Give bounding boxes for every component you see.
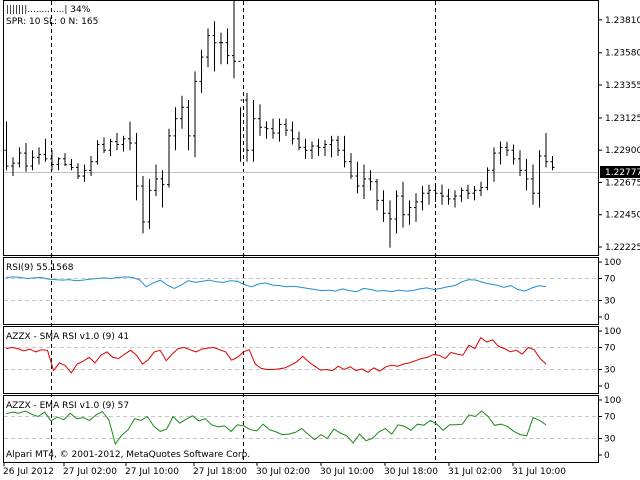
indicator-levels: [4, 278, 598, 439]
indicator-tick-label: 0: [604, 313, 610, 323]
price-tick-label: 1.22900: [605, 146, 640, 156]
sma-rsi-line: [5, 336, 547, 374]
time-tick-label: 31 Jul 02:00: [448, 467, 502, 477]
copyright-text: Alpari MT4, © 2001-2012, MetaQuotes Soft…: [6, 450, 250, 460]
price-bars: [4, 0, 555, 248]
indicator-tick-label: 70: [604, 413, 616, 423]
current-price-marker: [600, 166, 640, 178]
time-tick-label: 30 Jul 02:00: [256, 467, 310, 477]
indicator-tick-label: 100: [604, 258, 621, 268]
indicator-tick-label: 30: [604, 297, 616, 307]
indicator-tick-label: 100: [604, 327, 621, 337]
time-tick-label: 26 Jul 2012: [3, 467, 54, 477]
indicator-tick-label: 0: [604, 451, 610, 461]
time-tick-label: 27 Jul 02:00: [63, 467, 117, 477]
price-tick-label: 1.23580: [605, 49, 640, 59]
current-price-label: 1.22777: [605, 168, 640, 178]
time-tick-label: 27 Jul 10:00: [125, 467, 179, 477]
sma-rsi-panel[interactable]: [3, 326, 599, 394]
time-tick-label: 31 Jul 10:00: [512, 467, 566, 477]
price-tick-label: 1.22675: [605, 178, 640, 188]
ema-rsi-line: [5, 410, 547, 446]
indicator-tick-label: 70: [604, 275, 616, 285]
indicator-tick-label: 100: [604, 396, 621, 406]
indicator-axes: 100 70 30 0 100 70 30 0 100 70 30 0: [598, 258, 621, 461]
price-tick-label: 1.22450: [605, 211, 640, 221]
spread-info: SPR: 10 SL: 0 N: 165: [6, 17, 98, 27]
time-tick-label: 30 Jul 10:00: [320, 467, 374, 477]
time-tick-label: 30 Jul 18:00: [384, 467, 438, 477]
main-price-panel[interactable]: [3, 0, 599, 256]
indicator-tick-label: 0: [604, 382, 610, 392]
price-tick-label: 1.23125: [605, 114, 640, 124]
progress-indicator: |||||||.............| 34%: [6, 5, 91, 15]
price-tick-label: 1.22225: [605, 243, 640, 253]
indicator-tick-label: 30: [604, 366, 616, 376]
rsi-line: [5, 276, 547, 293]
time-axis: 26 Jul 2012 27 Jul 02:00 27 Jul 10:00 27 Ju…: [3, 462, 566, 477]
ema-rsi-label: AZZX - EMA RSI v1.0 (9) 57: [6, 401, 129, 411]
indicator-tick-label: 30: [604, 435, 616, 445]
sma-rsi-label: AZZX - SMA RSI v1.0 (9) 41: [6, 332, 129, 342]
rsi-label: RSI(9) 55.1568: [6, 263, 74, 273]
time-tick-label: 27 Jul 18:00: [193, 467, 247, 477]
rsi-panel[interactable]: [3, 257, 599, 325]
price-axis: 1.23810 1.23580 1.23355 1.23125 1.22900 1.226…: [598, 16, 640, 253]
indicator-tick-label: 70: [604, 344, 616, 354]
price-tick-label: 1.23810: [605, 16, 640, 26]
price-tick-label: 1.23355: [605, 81, 640, 91]
